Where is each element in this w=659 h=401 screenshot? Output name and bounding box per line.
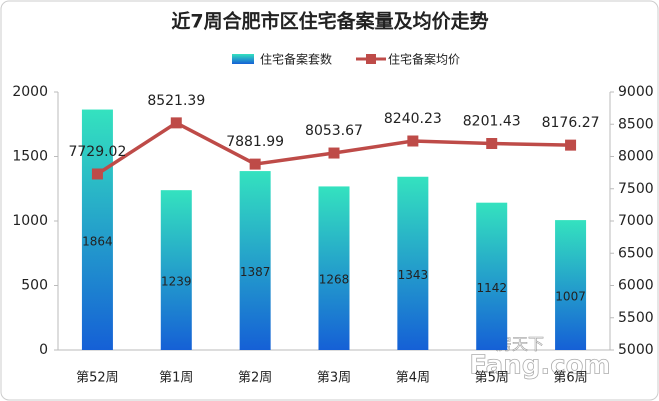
line-marker [486,138,498,150]
y2-tick-label: 7000 [618,213,654,229]
bar [81,109,113,350]
y-tick-label: 1000 [12,213,48,229]
bar [239,171,271,350]
bar [476,202,508,350]
bar-value-label: 1343 [398,268,429,282]
y2-tick-label: 9000 [618,84,654,100]
bar [160,190,192,350]
y2-tick-label: 8500 [618,116,654,132]
line-marker [328,147,340,159]
line-marker [249,158,261,170]
line-value-label: 7729.02 [68,144,126,160]
bar-value-label: 1142 [476,281,507,295]
line-marker [170,117,182,129]
x-tick-label: 第5周 [475,371,509,386]
line-value-label: 8201.43 [463,114,521,130]
line-value-label: 8240.23 [384,111,442,127]
legend-swatch [366,54,376,64]
y2-tick-label: 5000 [618,342,654,358]
x-tick-label: 第1周 [159,371,193,386]
legend-label: 住宅备案均价 [388,52,460,67]
y-tick-label: 500 [21,278,48,294]
x-tick-label: 第52周 [76,371,119,386]
bar-value-label: 1239 [161,275,192,289]
y2-tick-label: 6000 [618,278,654,294]
y2-tick-label: 8000 [618,149,654,165]
line-value-label: 8521.39 [147,93,205,109]
bar-value-label: 1387 [240,265,271,279]
y-tick-label: 2000 [12,84,48,100]
line-value-label: 7881.99 [226,134,284,150]
y-tick-label: 1500 [12,149,48,165]
x-tick-label: 第3周 [317,371,351,386]
legend-label: 住宅备案套数 [260,52,332,67]
line-marker [91,168,103,180]
x-tick-label: 第6周 [553,371,587,386]
y2-tick-label: 5500 [618,310,654,326]
line-value-label: 8053.67 [305,123,363,139]
bar [397,176,429,350]
y2-tick-label: 6500 [618,245,654,261]
line-marker [407,135,419,147]
bar [318,186,350,350]
y2-tick-label: 7500 [618,181,654,197]
y-tick-label: 0 [39,342,48,358]
chart-title: 近7周合肥市区住宅备案量及均价走势 [171,10,488,33]
watermark: Fang.com [469,351,610,381]
legend-swatch [232,54,254,64]
bar-value-label: 1864 [82,234,113,248]
x-tick-label: 第4周 [396,371,430,386]
watermark: 房天下 [496,335,544,354]
bar [555,220,587,350]
x-tick-label: 第2周 [238,371,272,386]
bar-value-label: 1007 [555,290,586,304]
line-marker [565,139,577,151]
line-value-label: 8176.27 [542,115,600,131]
bar-value-label: 1268 [319,273,350,287]
